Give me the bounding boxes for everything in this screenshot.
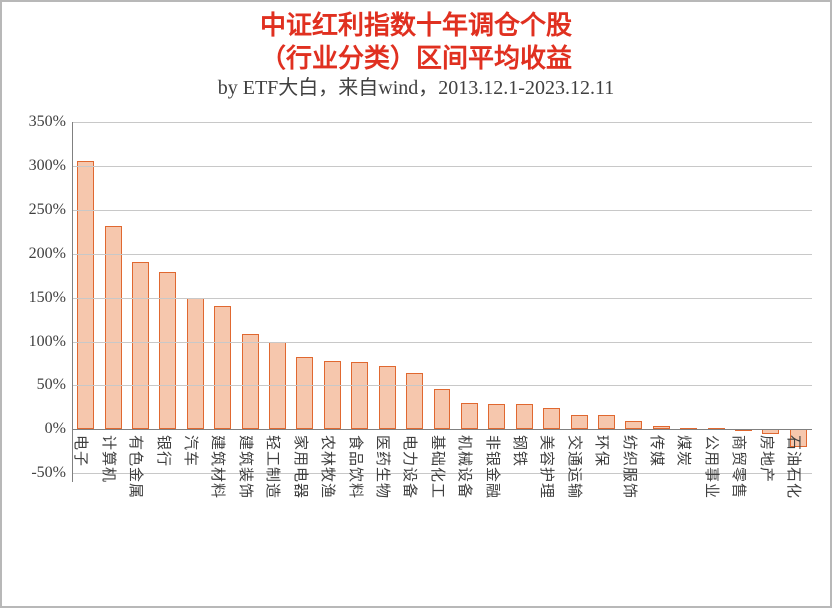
xtick-label: 建筑材料 bbox=[208, 435, 229, 499]
plot-area: -50%0%50%100%150%200%250%300%350%电子计算机有色… bbox=[72, 122, 812, 482]
chart-subtitle: by ETF大白，来自wind，2013.12.1-2023.12.11 bbox=[2, 75, 830, 101]
chart-title-line1: 中证红利指数十年调仓个股 bbox=[2, 10, 830, 43]
bar bbox=[571, 415, 588, 429]
gridline bbox=[72, 298, 812, 299]
xtick-label: 美容护理 bbox=[537, 435, 558, 499]
bars-layer bbox=[72, 122, 812, 482]
ytick-label: 250% bbox=[29, 201, 72, 219]
xtick-label: 环保 bbox=[592, 435, 613, 467]
ytick-label: 300% bbox=[29, 157, 72, 175]
bar bbox=[351, 362, 368, 430]
xtick-label: 轻工制造 bbox=[263, 435, 284, 499]
bar bbox=[625, 421, 642, 429]
gridline bbox=[72, 342, 812, 343]
chart-title-block: 中证红利指数十年调仓个股 （行业分类）区间平均收益 by ETF大白，来自win… bbox=[2, 2, 830, 101]
ytick-label: 100% bbox=[29, 333, 72, 351]
bar bbox=[187, 298, 204, 430]
ytick-label: 150% bbox=[29, 289, 72, 307]
chart-title-line2: （行业分类）区间平均收益 bbox=[2, 43, 830, 76]
xtick-label: 银行 bbox=[154, 435, 175, 467]
xtick-label: 非银金融 bbox=[483, 435, 504, 499]
bar bbox=[296, 357, 313, 429]
bar bbox=[434, 389, 451, 429]
gridline bbox=[72, 210, 812, 211]
xtick-label: 医药生物 bbox=[373, 435, 394, 499]
xtick-label: 商贸零售 bbox=[729, 435, 750, 499]
bar bbox=[214, 306, 231, 429]
x-axis bbox=[72, 429, 812, 430]
ytick-label: 350% bbox=[29, 113, 72, 131]
ytick-label: -50% bbox=[31, 464, 72, 482]
ytick-label: 200% bbox=[29, 245, 72, 263]
bar bbox=[379, 366, 396, 429]
bar bbox=[516, 404, 533, 429]
bar bbox=[488, 404, 505, 429]
xtick-label: 石油石化 bbox=[784, 435, 805, 499]
xtick-label: 公用事业 bbox=[702, 435, 723, 499]
xtick-label: 农林牧渔 bbox=[318, 435, 339, 499]
chart-container: 中证红利指数十年调仓个股 （行业分类）区间平均收益 by ETF大白，来自win… bbox=[0, 0, 832, 608]
xtick-label: 传媒 bbox=[647, 435, 668, 467]
ytick-label: 50% bbox=[37, 376, 72, 394]
gridline bbox=[72, 166, 812, 167]
xtick-label: 基础化工 bbox=[428, 435, 449, 499]
xtick-label: 家用电器 bbox=[291, 435, 312, 499]
bar bbox=[543, 408, 560, 429]
xtick-label: 交通运输 bbox=[565, 435, 586, 499]
gridline bbox=[72, 122, 812, 123]
xtick-label: 房地产 bbox=[757, 435, 778, 483]
bar bbox=[598, 415, 615, 429]
bar bbox=[132, 262, 149, 429]
bar bbox=[105, 226, 122, 430]
gridline bbox=[72, 254, 812, 255]
bar bbox=[461, 403, 478, 429]
bar bbox=[324, 361, 341, 429]
xtick-label: 机械设备 bbox=[455, 435, 476, 499]
xtick-label: 电力设备 bbox=[400, 435, 421, 499]
xtick-label: 纺织服饰 bbox=[620, 435, 641, 499]
xtick-label: 建筑装饰 bbox=[236, 435, 257, 499]
bar bbox=[406, 373, 423, 429]
bar bbox=[77, 161, 94, 430]
xtick-label: 电子 bbox=[71, 435, 92, 467]
xtick-label: 钢铁 bbox=[510, 435, 531, 467]
bar bbox=[242, 334, 259, 429]
xtick-label: 食品饮料 bbox=[346, 435, 367, 499]
xtick-label: 煤炭 bbox=[674, 435, 695, 467]
y-axis bbox=[72, 122, 73, 482]
gridline bbox=[72, 385, 812, 386]
bar bbox=[159, 272, 176, 429]
xtick-label: 计算机 bbox=[99, 435, 120, 483]
xtick-label: 有色金属 bbox=[126, 435, 147, 499]
xtick-label: 汽车 bbox=[181, 435, 202, 467]
ytick-label: 0% bbox=[45, 420, 72, 438]
